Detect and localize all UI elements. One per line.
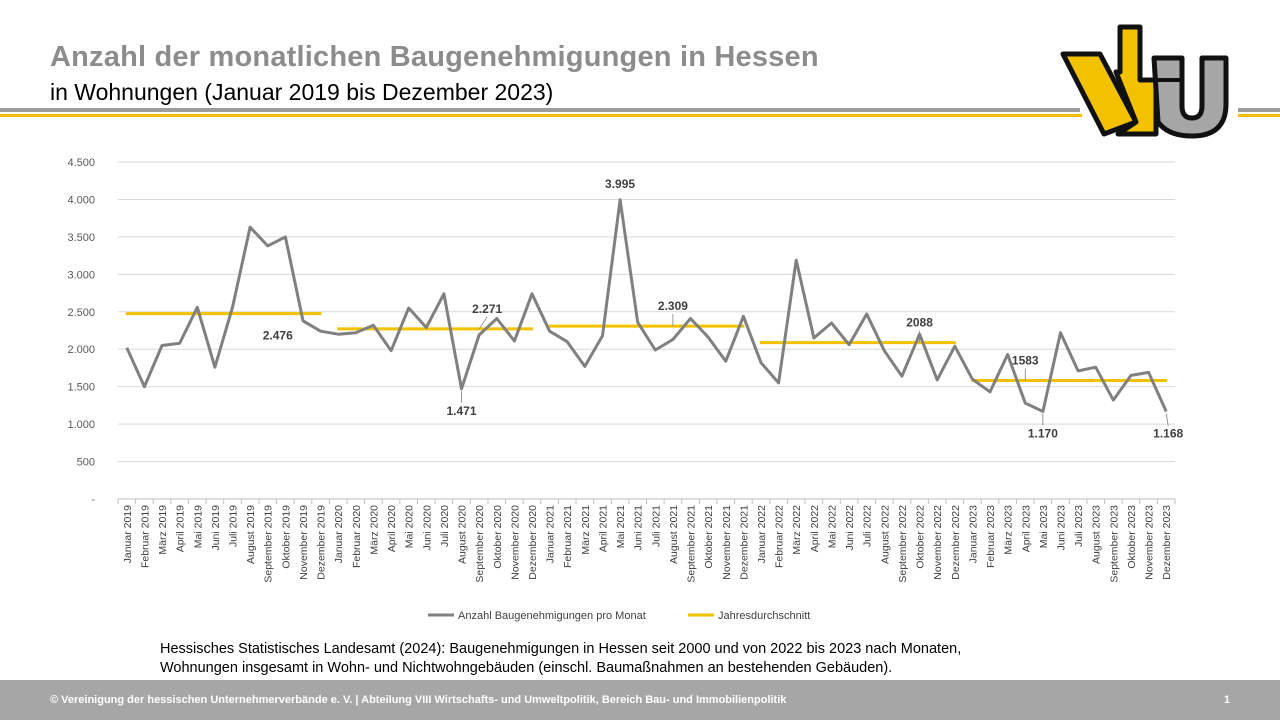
- line-chart: - 500 1.000 1.500 2.000 2.500 3.000 3.500 4.000 4…: [67, 157, 1183, 622]
- x-tick-label: April 2020: [386, 505, 398, 552]
- x-tick-label: Mai 2022: [826, 505, 838, 548]
- x-tick-label: November 2019: [298, 505, 310, 580]
- x-tick-label: November 2020: [509, 505, 521, 580]
- x-tick-label: April 2019: [175, 505, 187, 552]
- x-tick-label: Juni 2021: [633, 505, 645, 551]
- x-tick-label: Februar 2023: [985, 505, 997, 568]
- source-note: Hessisches Statistisches Landesamt (2024…: [160, 640, 961, 678]
- data-label: 2.476: [263, 329, 293, 343]
- annotation-leader: [1165, 413, 1169, 426]
- x-tick-label: Oktober 2021: [703, 505, 715, 569]
- y-tick-label: 3.500: [67, 232, 95, 244]
- x-tick-label: Dezember 2022: [950, 505, 962, 580]
- footer-text: © Vereinigung der hessischen Unternehmer…: [50, 694, 787, 706]
- data-label: 3.995: [605, 177, 635, 191]
- x-tick-label: März 2023: [1003, 505, 1015, 555]
- x-tick-label: April 2023: [1020, 505, 1032, 552]
- footer-bar: © Vereinigung der hessischen Unternehmer…: [0, 680, 1280, 720]
- x-tick-label: November 2023: [1144, 505, 1156, 580]
- y-tick-label: 3.000: [67, 269, 95, 281]
- x-tick-label: Juni 2023: [1055, 505, 1067, 551]
- x-tick-label: Juli 2020: [439, 505, 451, 547]
- page-subtitle: in Wohnungen (Januar 2019 bis Dezember 2…: [50, 79, 554, 105]
- x-tick-label: Juli 2022: [862, 505, 874, 547]
- x-tick-label: Juli 2021: [650, 505, 662, 547]
- x-tick-label: Januar 2019: [122, 505, 134, 564]
- vhu-logo-icon: [1060, 24, 1229, 139]
- x-tick-label: Oktober 2020: [492, 505, 504, 569]
- data-label: 2.309: [658, 299, 688, 313]
- x-tick-label: Juni 2019: [210, 505, 222, 551]
- x-tick-label: Juli 2023: [1073, 505, 1085, 547]
- data-label: 1.168: [1153, 427, 1183, 441]
- x-tick-label: November 2021: [721, 505, 733, 580]
- header-rule-gray-right: [1238, 108, 1280, 112]
- x-tick-label: Februar 2019: [139, 505, 151, 568]
- monthly-series-line: [125, 198, 1168, 413]
- x-tick-label: September 2020: [474, 505, 486, 583]
- x-tick-label: April 2021: [597, 505, 609, 552]
- x-tick-label: August 2019: [245, 505, 257, 564]
- data-label: 1.170: [1028, 426, 1058, 440]
- y-tick-label: 500: [77, 457, 95, 469]
- x-tick-label: Januar 2023: [967, 505, 979, 564]
- x-tick-label: September 2021: [686, 505, 698, 583]
- x-tick-label: Juni 2020: [421, 505, 433, 551]
- x-tick-label: Mai 2020: [404, 505, 416, 548]
- x-tick-label: August 2021: [668, 505, 680, 564]
- legend-label-average: Jahresdurchschnitt: [718, 610, 810, 622]
- y-tick-label: 1.000: [67, 419, 95, 431]
- x-tick-label: Oktober 2023: [1126, 505, 1138, 569]
- y-tick-label: 2.000: [67, 344, 95, 356]
- x-tick-label: Juli 2019: [228, 505, 240, 547]
- data-label: 2.271: [472, 302, 502, 316]
- y-tick-label: 1.500: [67, 382, 95, 394]
- x-tick-label: Juni 2022: [844, 505, 856, 551]
- x-tick-label: Oktober 2019: [280, 505, 292, 569]
- x-tick-label: März 2022: [791, 505, 803, 555]
- data-label: 2088: [906, 316, 933, 330]
- x-tick-label: Januar 2022: [756, 505, 768, 564]
- x-tick-label: Januar 2021: [545, 505, 557, 564]
- annotation-leader: [478, 316, 488, 330]
- x-tick-label: Dezember 2019: [316, 505, 328, 580]
- source-line-2: Wohnungen insgesamt in Wohn- und Nichtwo…: [160, 660, 893, 676]
- page-title: Anzahl der monatlichen Baugenehmigungen …: [50, 41, 819, 73]
- page-number: 1: [1224, 694, 1231, 706]
- data-label: 1583: [1012, 353, 1039, 367]
- x-tick-label: August 2022: [879, 505, 891, 564]
- x-tick-label: Mai 2021: [615, 505, 627, 548]
- x-tick-label: Mai 2023: [1038, 505, 1050, 548]
- x-tick-label: September 2023: [1108, 505, 1120, 583]
- data-label: 1.471: [447, 404, 477, 418]
- legend-label-monthly: Anzahl Baugenehmigungen pro Monat: [458, 610, 646, 622]
- x-tick-label: Oktober 2022: [915, 505, 927, 569]
- x-tick-label: Februar 2022: [774, 505, 786, 568]
- x-tick-label: Januar 2020: [333, 505, 345, 564]
- header-rule-gray: [0, 108, 1080, 112]
- y-tick-label: 2.500: [67, 307, 95, 319]
- x-tick-label: April 2022: [809, 505, 821, 552]
- x-tick-label: Dezember 2023: [1161, 505, 1173, 580]
- x-tick-label: September 2022: [897, 505, 909, 583]
- x-tick-label: November 2022: [932, 505, 944, 580]
- y-tick-label: 4.500: [67, 157, 95, 169]
- x-tick-label: März 2019: [157, 505, 169, 555]
- x-tick-label: September 2019: [263, 505, 275, 583]
- y-tick-label: 4.000: [67, 194, 95, 206]
- x-tick-label: Dezember 2020: [527, 505, 539, 580]
- x-tick-label: März 2021: [580, 505, 592, 555]
- header-rule-yellow: [0, 114, 1082, 117]
- x-tick-label: Februar 2020: [351, 505, 363, 568]
- y-tick-label: -: [91, 494, 95, 506]
- x-tick-label: Mai 2019: [192, 505, 204, 548]
- x-tick-label: August 2020: [457, 505, 469, 564]
- x-tick-label: Februar 2021: [562, 505, 574, 568]
- x-tick-label: August 2023: [1091, 505, 1103, 564]
- header-rule-yellow-right: [1238, 114, 1280, 117]
- source-line-1: Hessisches Statistisches Landesamt (2024…: [160, 641, 962, 657]
- x-tick-label: Dezember 2021: [738, 505, 750, 580]
- x-tick-label: März 2020: [368, 505, 380, 555]
